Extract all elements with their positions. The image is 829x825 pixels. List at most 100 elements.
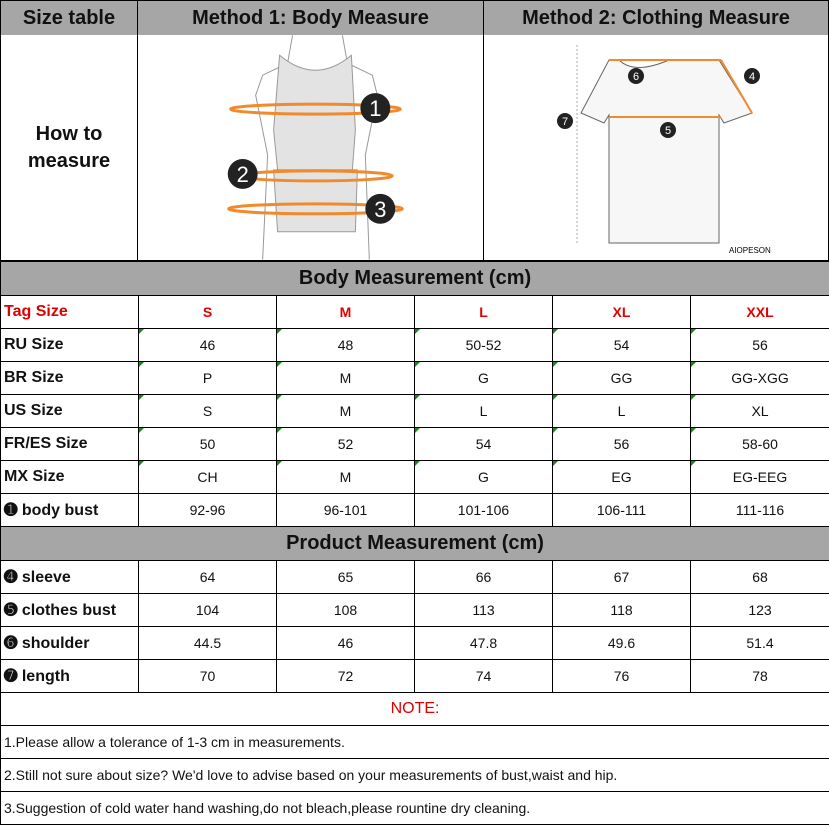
size-cell: 56	[691, 329, 829, 362]
note-line: 2.Still not sure about size? We'd love t…	[1, 759, 829, 792]
brand-logo: AIOPESON	[729, 246, 771, 255]
row-label: ➊ body bust	[1, 494, 139, 527]
row-label: US Size	[1, 395, 139, 428]
body-measurement-header: Body Measurement (cm)	[1, 262, 829, 296]
size-table-column: Size table How to measure	[1, 1, 138, 261]
size-cell: L	[415, 296, 553, 329]
size-cell: GG-XGG	[691, 362, 829, 395]
marker-3: 3	[365, 194, 395, 224]
size-cell: 113	[415, 594, 553, 627]
size-cell: 68	[691, 561, 829, 594]
size-cell: L	[553, 395, 691, 428]
row-label: ➍ sleeve	[1, 561, 139, 594]
marker-6: 6	[628, 68, 644, 84]
size-cell: G	[415, 362, 553, 395]
marker-2: 2	[228, 159, 258, 189]
marker-5: 5	[660, 122, 676, 138]
method1-column: Method 1: Body Measure 1 2 3	[138, 1, 484, 261]
size-cell: 50-52	[415, 329, 553, 362]
size-cell: 47.8	[415, 627, 553, 660]
size-cell: 106-111	[553, 494, 691, 527]
size-cell: 66	[415, 561, 553, 594]
row-label: ➐ length	[1, 660, 139, 693]
size-cell: 54	[415, 428, 553, 461]
size-cell: 104	[139, 594, 277, 627]
size-cell: 78	[691, 660, 829, 693]
size-cell: M	[277, 296, 415, 329]
row-label: ➏ shoulder	[1, 627, 139, 660]
size-cell: M	[277, 461, 415, 494]
size-cell: XXL	[691, 296, 829, 329]
body-measure-illustration: 1 2 3	[138, 35, 483, 260]
svg-text:7: 7	[562, 116, 568, 128]
row-label: FR/ES Size	[1, 428, 139, 461]
method2-column: Method 2: Clothing Measure 6 4 7 5 AIOPE…	[484, 1, 829, 261]
note-line: 3.Suggestion of cold water hand washing,…	[1, 792, 829, 825]
note-line: 1.Please allow a tolerance of 1-3 cm in …	[1, 726, 829, 759]
size-cell: 46	[277, 627, 415, 660]
size-cell: 50	[139, 428, 277, 461]
row-label: ➎ clothes bust	[1, 594, 139, 627]
size-cell: 111-116	[691, 494, 829, 527]
size-cell: 76	[553, 660, 691, 693]
marker-4: 4	[744, 68, 760, 84]
size-cell: 46	[139, 329, 277, 362]
size-cell: P	[139, 362, 277, 395]
size-cell: 118	[553, 594, 691, 627]
svg-text:6: 6	[633, 71, 639, 83]
size-cell: 101-106	[415, 494, 553, 527]
size-cell: M	[277, 362, 415, 395]
size-cell: 48	[277, 329, 415, 362]
size-cell: EG	[553, 461, 691, 494]
size-table-header: Size table	[1, 1, 137, 35]
row-label: Tag Size	[1, 296, 139, 329]
how-to-measure-label: How to measure	[1, 35, 137, 260]
size-cell: 92-96	[139, 494, 277, 527]
svg-text:1: 1	[369, 96, 381, 121]
top-section: Size table How to measure Method 1: Body…	[0, 0, 829, 261]
size-cell: EG-EEG	[691, 461, 829, 494]
row-label: RU Size	[1, 329, 139, 362]
svg-text:4: 4	[749, 71, 755, 83]
marker-7: 7	[557, 113, 573, 129]
size-cell: 65	[277, 561, 415, 594]
method2-header: Method 2: Clothing Measure	[484, 1, 828, 35]
row-label: MX Size	[1, 461, 139, 494]
size-cell: L	[415, 395, 553, 428]
row-label: BR Size	[1, 362, 139, 395]
size-cell: CH	[139, 461, 277, 494]
size-cell: 58-60	[691, 428, 829, 461]
size-cell: S	[139, 395, 277, 428]
marker-1: 1	[360, 93, 390, 123]
size-cell: 67	[553, 561, 691, 594]
size-cell: G	[415, 461, 553, 494]
svg-text:2: 2	[237, 162, 249, 187]
size-cell: 52	[277, 428, 415, 461]
size-cell: 74	[415, 660, 553, 693]
size-cell: GG	[553, 362, 691, 395]
size-cell: XL	[553, 296, 691, 329]
size-cell: 72	[277, 660, 415, 693]
note-title: NOTE:	[1, 693, 829, 726]
size-cell: M	[277, 395, 415, 428]
size-cell: 51.4	[691, 627, 829, 660]
size-cell: 56	[553, 428, 691, 461]
size-cell: 54	[553, 329, 691, 362]
size-cell: 123	[691, 594, 829, 627]
size-cell: 70	[139, 660, 277, 693]
size-cell: 44.5	[139, 627, 277, 660]
size-cell: XL	[691, 395, 829, 428]
clothing-measure-illustration: 6 4 7 5 AIOPESON	[484, 35, 828, 260]
